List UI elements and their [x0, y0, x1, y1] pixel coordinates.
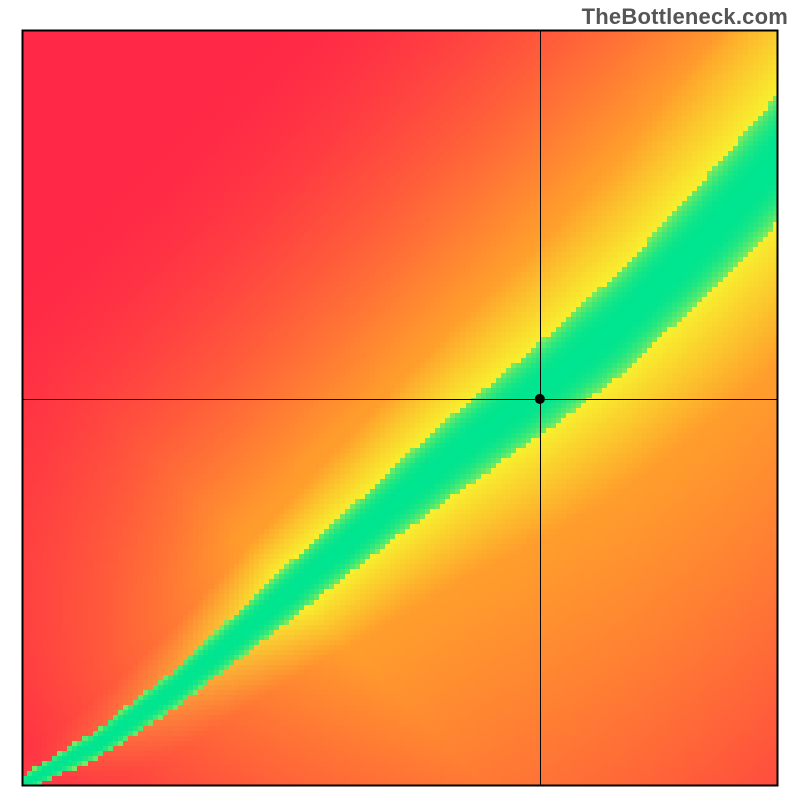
chart-container: TheBottleneck.com [0, 0, 800, 800]
heatmap-canvas [0, 0, 800, 800]
watermark-text: TheBottleneck.com [582, 4, 788, 30]
